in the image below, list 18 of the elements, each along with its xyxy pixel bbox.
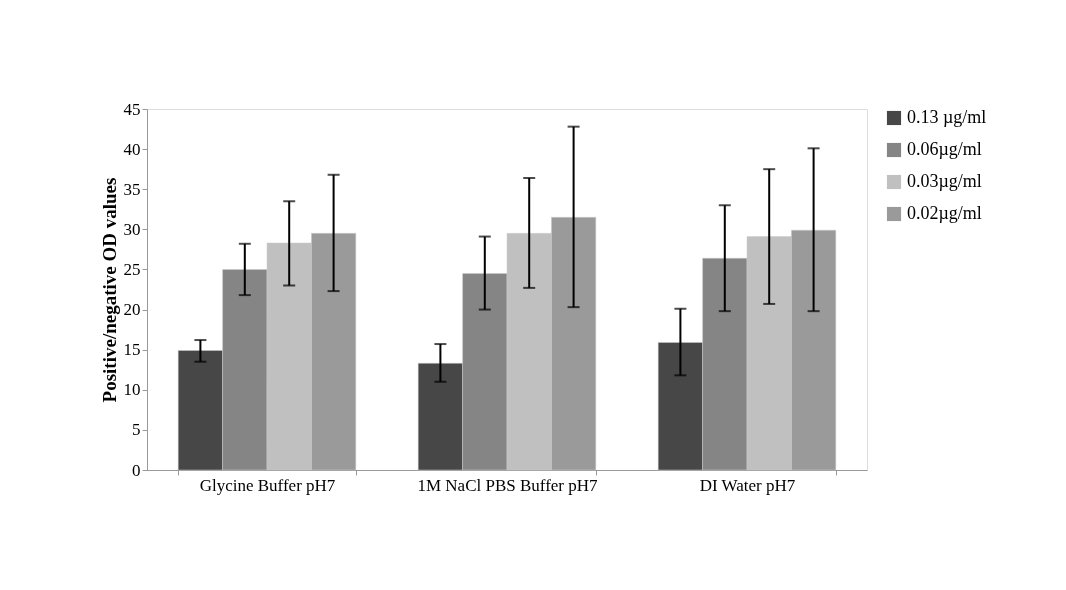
- y-tick-label: 30: [123, 219, 141, 239]
- y-tick-label: 20: [123, 300, 141, 320]
- x-tick-label: Glycine Buffer pH7: [199, 475, 336, 495]
- legend-label: 0.06µg/ml: [907, 139, 982, 159]
- y-tick-label: 25: [123, 259, 141, 279]
- legend-label: 0.02µg/ml: [907, 203, 982, 223]
- x-tick-label: DI Water pH7: [699, 475, 796, 495]
- legend-label: 0.03µg/ml: [907, 171, 982, 191]
- y-tick-label: 0: [132, 460, 141, 480]
- legend-label: 0.13 µg/ml: [907, 107, 987, 127]
- y-tick-label: 5: [132, 420, 141, 440]
- x-tick-label: 1M NaCl PBS Buffer pH7: [417, 475, 599, 495]
- y-tick-label: 40: [123, 139, 141, 159]
- y-tick-label: 15: [123, 340, 141, 360]
- y-tick-label: 45: [123, 99, 141, 119]
- y-tick-label: 35: [123, 179, 141, 199]
- y-tick-label: 10: [123, 380, 141, 400]
- y-axis-title: Positive/negative OD values: [98, 177, 120, 403]
